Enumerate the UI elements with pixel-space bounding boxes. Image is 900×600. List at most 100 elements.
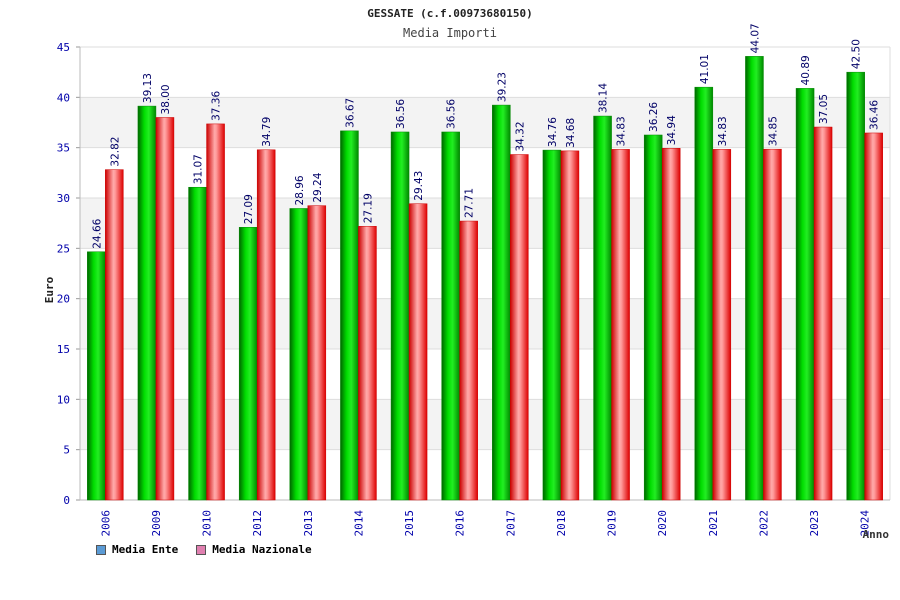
data-label: 44.07: [749, 23, 761, 53]
data-label: 42.50: [851, 39, 863, 69]
bar-media-nazionale-2018: [560, 150, 580, 501]
y-tick-label: 30: [57, 192, 70, 205]
x-tick-label: 2019: [606, 510, 619, 537]
data-label: 34.68: [565, 118, 577, 148]
data-label: 36.56: [446, 99, 458, 129]
data-label: 31.07: [193, 154, 205, 184]
data-label: 39.13: [142, 73, 154, 103]
legend-swatch-media-nazionale: [196, 544, 207, 555]
legend-label-media-ente: Media Ente: [112, 543, 179, 556]
legend-swatch-media-ente: [96, 544, 106, 555]
bar-media-nazionale-2013: [307, 205, 327, 501]
bar-media-nazionale-2024: [864, 132, 883, 501]
data-label: 40.89: [800, 55, 812, 85]
x-tick-label: 2018: [555, 510, 568, 537]
data-label: 24.66: [91, 218, 103, 248]
x-tick-label: 2012: [251, 510, 264, 537]
bar-media-nazionale-2021: [712, 149, 732, 501]
legend-item-media-ente: Media Ente: [96, 543, 178, 556]
bar-media-nazionale-2012: [256, 149, 276, 501]
bar-media-nazionale-2009: [155, 117, 175, 501]
data-label: 36.67: [344, 98, 356, 128]
x-tick-label: 2010: [201, 510, 214, 537]
bar-media-ente-2021: [694, 86, 714, 501]
bar-media-nazionale-2010: [206, 123, 225, 501]
x-tick-label: 2015: [403, 510, 416, 537]
bar-media-nazionale-2006: [105, 169, 124, 501]
data-label: 36.26: [648, 102, 660, 132]
bar-media-ente-2017: [492, 104, 511, 501]
bar-media-ente-2019: [593, 115, 612, 501]
bar-media-ente-2020: [643, 134, 663, 501]
data-label: 39.23: [496, 72, 508, 102]
data-label: 34.83: [717, 116, 729, 146]
bar-media-nazionale-2014: [358, 226, 377, 501]
x-tick-label: 2024: [859, 510, 872, 537]
x-tick-label: 2006: [99, 510, 112, 537]
bar-media-nazionale-2016: [459, 220, 478, 501]
legend-item-media-nazionale: Media Nazionale: [196, 543, 312, 556]
data-label: 37.05: [818, 94, 830, 124]
x-tick-label: 2017: [504, 510, 517, 537]
y-tick-label: 40: [57, 91, 70, 104]
data-label: 29.43: [413, 171, 425, 201]
x-axis-label: Anno: [863, 528, 890, 541]
data-label: 36.46: [869, 100, 881, 130]
y-tick-label: 25: [57, 242, 70, 255]
data-label: 27.09: [243, 194, 255, 224]
y-tick-label: 5: [63, 444, 70, 457]
data-label: 38.00: [160, 84, 172, 114]
y-axis-label: Euro: [43, 276, 56, 303]
y-tick-label: 45: [57, 41, 70, 54]
x-tick-label: 2022: [757, 510, 770, 537]
bar-media-nazionale-2017: [510, 154, 529, 501]
bar-media-nazionale-2019: [611, 149, 630, 501]
x-tick-label: 2013: [302, 510, 315, 537]
data-label: 34.83: [616, 116, 628, 146]
chart-subtitle: Media Importi: [403, 26, 497, 40]
data-label: 41.01: [699, 54, 711, 84]
bar-media-ente-2016: [441, 131, 460, 501]
data-label: 34.32: [514, 121, 526, 151]
bar-media-ente-2014: [340, 130, 359, 501]
data-label: 34.94: [666, 115, 678, 145]
x-tick-label: 2020: [656, 510, 669, 537]
x-tick-label: 2016: [454, 510, 467, 537]
data-label: 29.24: [312, 172, 324, 202]
data-label: 38.14: [598, 83, 610, 113]
data-label: 34.85: [767, 116, 779, 146]
y-tick-label: 20: [57, 293, 70, 306]
data-label: 32.82: [109, 137, 121, 167]
data-label: 27.71: [464, 188, 476, 218]
data-label: 37.36: [211, 91, 223, 121]
bar-media-nazionale-2020: [661, 148, 681, 501]
bar-media-ente-2024: [846, 71, 865, 501]
y-tick-label: 35: [57, 142, 70, 155]
legend-label-media-nazionale: Media Nazionale: [212, 543, 312, 556]
x-tick-label: 2021: [707, 510, 720, 537]
bar-media-ente-2018: [542, 149, 562, 501]
bar-media-ente-2009: [137, 105, 157, 501]
bar-media-ente-2015: [390, 131, 410, 501]
data-label: 28.96: [294, 175, 306, 205]
bar-media-ente-2010: [188, 186, 207, 501]
bar-media-ente-2006: [87, 251, 106, 501]
y-tick-label: 0: [63, 494, 70, 507]
bar-media-nazionale-2022: [763, 148, 782, 501]
bar-media-nazionale-2023: [813, 126, 833, 501]
bar-media-ente-2023: [795, 88, 815, 501]
y-tick-label: 10: [57, 393, 70, 406]
bar-media-ente-2013: [289, 208, 309, 501]
data-label: 27.19: [362, 193, 374, 223]
data-label: 36.56: [395, 99, 407, 129]
x-tick-label: 2023: [808, 510, 821, 537]
chart-title: GESSATE (c.f.00973680150): [367, 7, 533, 20]
data-label: 34.76: [547, 117, 559, 147]
legend: Media Ente Media Nazionale: [96, 543, 312, 556]
bar-media-ente-2022: [745, 56, 764, 501]
y-tick-label: 15: [57, 343, 70, 356]
x-tick-label: 2009: [150, 510, 163, 537]
data-label: 34.79: [261, 117, 273, 147]
bar-media-ente-2012: [238, 227, 258, 501]
